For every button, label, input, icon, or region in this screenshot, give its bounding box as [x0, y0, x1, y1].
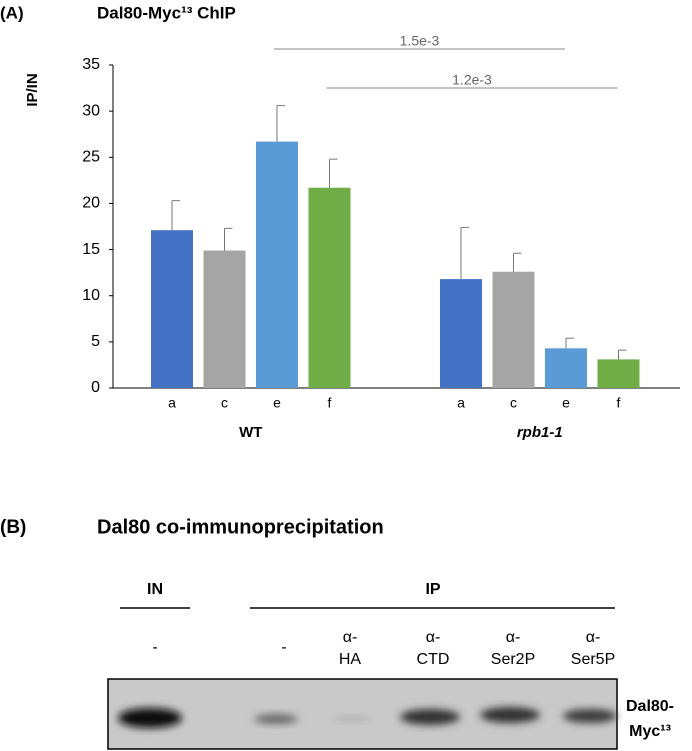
group-label: rpb1-1	[517, 424, 563, 441]
y-tick-label: 15	[82, 241, 100, 258]
target-label: Myc¹³	[629, 723, 671, 740]
lane-label: Ser5P	[571, 651, 615, 668]
x-tick-label: e	[562, 395, 570, 411]
y-tick-label: 10	[82, 287, 100, 304]
x-tick-label: c	[510, 395, 517, 411]
x-tick-label: f	[617, 395, 621, 411]
bar	[440, 279, 482, 388]
in-label: IN	[147, 581, 163, 598]
blot-image	[107, 678, 618, 750]
group-label: WT	[239, 424, 262, 441]
lane-label: -	[152, 639, 157, 656]
lane-label: -	[281, 639, 286, 656]
panel-label: (B)	[0, 517, 26, 538]
ip-label: IP	[425, 581, 440, 598]
bar	[492, 271, 535, 388]
chart-title: Dal80-Myc¹³ ChIP	[97, 3, 236, 22]
x-tick-label: c	[221, 395, 228, 411]
annotation: 1.2e-3	[452, 72, 492, 88]
lane-label: α-	[426, 629, 441, 646]
target-label: Dal80-	[626, 698, 674, 715]
lane-label: α-	[506, 629, 521, 646]
bar	[151, 230, 193, 388]
y-axis-label: IP/IN	[24, 73, 41, 106]
y-tick-label: 20	[82, 195, 100, 212]
lane-label: Ser2P	[491, 651, 535, 668]
lane-label: CTD	[417, 651, 450, 668]
bar	[597, 359, 640, 388]
y-tick-label: 25	[82, 149, 100, 166]
x-tick-label: a	[168, 395, 176, 411]
bar	[308, 187, 351, 388]
y-tick-label: 5	[91, 333, 100, 350]
lane-label: HA	[339, 651, 362, 668]
lane-label: α-	[343, 629, 358, 646]
panel-label: (A)	[0, 3, 24, 22]
annotation: 1.5e-3	[400, 33, 440, 49]
y-tick-label: 0	[91, 379, 100, 396]
bar	[545, 348, 587, 388]
x-tick-label: f	[328, 395, 332, 411]
y-tick-label: 35	[82, 56, 100, 73]
x-tick-label: e	[273, 395, 281, 411]
lane-label: α-	[586, 629, 601, 646]
x-tick-label: a	[457, 395, 465, 411]
y-tick-label: 30	[82, 102, 100, 119]
bar	[203, 250, 246, 388]
bar	[256, 141, 298, 388]
blot-title: Dal80 co-immunoprecipitation	[97, 516, 384, 538]
